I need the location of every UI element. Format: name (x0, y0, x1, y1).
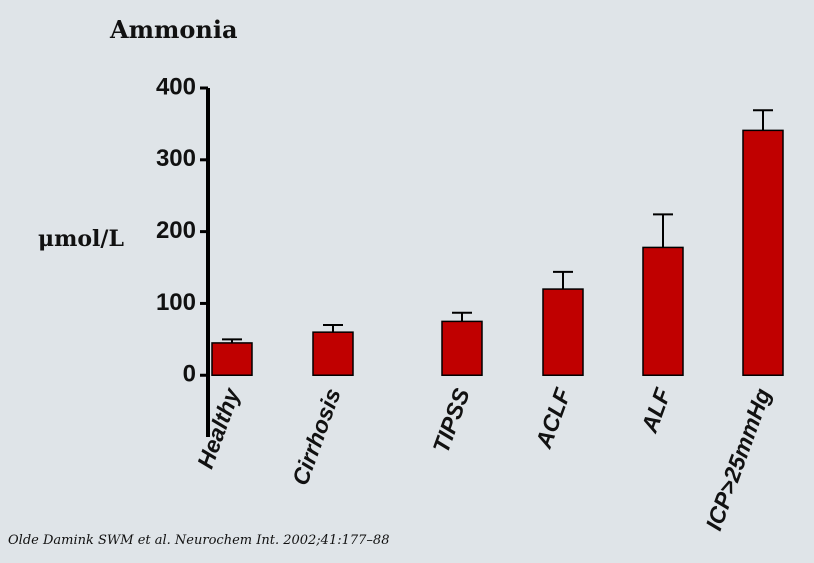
y-tick-label: 0 (183, 361, 196, 388)
bar (312, 331, 354, 376)
bar (441, 320, 483, 376)
y-tick-label: 300 (156, 145, 196, 172)
bar (542, 288, 584, 376)
y-axis-label: μmol/L (38, 226, 124, 252)
citation: Olde Damink SWM et al. Neurochem Int. 20… (8, 533, 389, 548)
chart-title: Ammonia (109, 15, 238, 44)
y-tick-label: 400 (156, 73, 196, 100)
bar (211, 342, 253, 376)
bar (642, 246, 684, 376)
y-tick-label: 200 (156, 217, 196, 244)
bar (742, 129, 784, 376)
y-tick-label: 100 (156, 289, 196, 316)
